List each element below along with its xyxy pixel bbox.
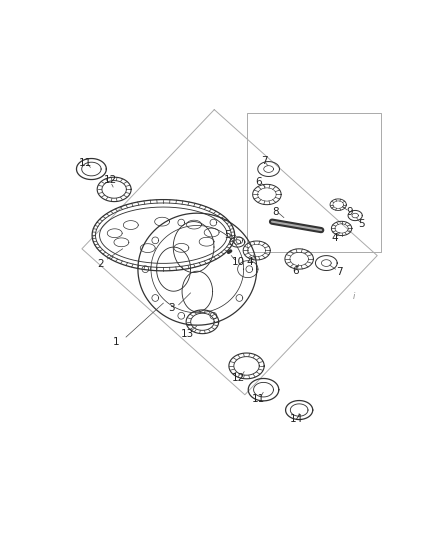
Text: 5: 5 — [225, 230, 231, 240]
Text: 6: 6 — [255, 177, 262, 187]
Text: 11: 11 — [252, 394, 265, 404]
Text: i: i — [352, 292, 355, 301]
Text: 7: 7 — [336, 267, 343, 277]
Text: 2: 2 — [97, 259, 104, 269]
Text: 4: 4 — [332, 233, 338, 243]
Text: 12: 12 — [231, 374, 245, 383]
Text: 8: 8 — [272, 207, 279, 217]
Text: 1: 1 — [113, 337, 119, 347]
Text: 5: 5 — [359, 220, 365, 229]
Text: 7: 7 — [261, 156, 268, 166]
Text: 13: 13 — [180, 329, 194, 338]
Text: 14: 14 — [290, 414, 304, 424]
Text: 3: 3 — [169, 303, 175, 313]
Text: 12: 12 — [104, 175, 117, 185]
Text: 11: 11 — [79, 158, 92, 168]
Text: 4: 4 — [247, 257, 253, 268]
Text: 9: 9 — [347, 207, 353, 217]
Text: 10: 10 — [232, 257, 244, 268]
Text: 6: 6 — [293, 266, 299, 276]
